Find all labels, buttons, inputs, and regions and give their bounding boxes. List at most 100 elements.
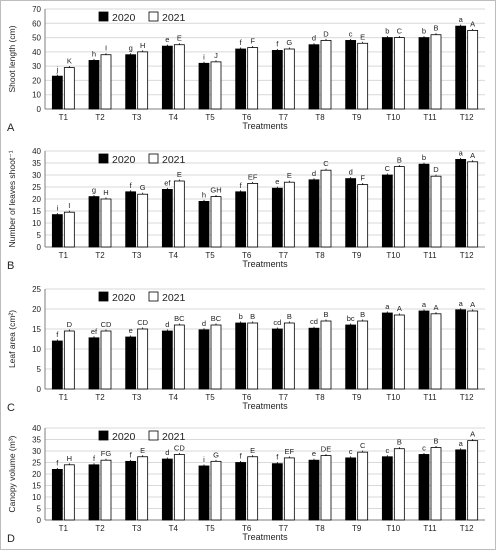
significance-letter: i <box>56 204 58 213</box>
legend-swatch-2020 <box>98 11 109 22</box>
x-tick-label: T7 <box>279 251 289 260</box>
significance-letter: J <box>214 51 218 60</box>
bar-2021-T5 <box>210 61 222 110</box>
significance-letter: EF <box>248 172 258 181</box>
significance-letter: B <box>397 438 402 447</box>
significance-letter: c <box>422 443 426 452</box>
significance-letter: D <box>433 165 439 174</box>
bar-2021-T12 <box>467 310 479 390</box>
significance-letter: e <box>312 449 316 458</box>
bar-2020-T3 <box>125 191 137 248</box>
significance-letter: d <box>165 448 169 457</box>
x-tick-label: T11 <box>423 113 437 122</box>
bar-2020-T8 <box>308 459 320 521</box>
significance-letter: E <box>360 32 365 41</box>
bar-2020-T9 <box>345 40 357 110</box>
bar-2020-T10 <box>381 456 393 521</box>
legend-swatch-2021 <box>148 430 159 441</box>
y-tick-label: 0 <box>37 105 42 114</box>
bar-2020-T10 <box>381 312 393 390</box>
bar-2021-T12 <box>467 30 479 110</box>
significance-letter: G <box>286 38 292 47</box>
bar-2020-T4 <box>161 458 173 521</box>
x-tick-label: T5 <box>205 113 215 122</box>
significance-letter: cd <box>310 317 318 326</box>
x-tick-label: T9 <box>352 524 362 533</box>
significance-letter: B <box>323 310 328 319</box>
significance-letter: b <box>422 153 426 162</box>
significance-letter: i <box>203 52 205 61</box>
y-tick-label: 10 <box>32 493 41 502</box>
bar-2020-T11 <box>418 37 430 110</box>
bar-2020-T5 <box>198 62 210 110</box>
legend-swatch-2020 <box>98 430 109 441</box>
y-tick-label: 20 <box>32 76 41 85</box>
bar-2021-T8 <box>320 455 332 521</box>
x-tick-label: T4 <box>169 251 179 260</box>
legend-swatch-2020 <box>98 153 109 164</box>
x-axis-title: Treatments <box>242 401 288 411</box>
legend-label-2020: 2020 <box>112 292 136 304</box>
x-tick-label: T9 <box>352 393 362 402</box>
x-tick-label: T1 <box>59 251 69 260</box>
significance-letter: bc <box>347 314 355 323</box>
bar-2021-T7 <box>283 457 295 521</box>
y-tick-label: 40 <box>32 48 41 57</box>
bar-2021-T8 <box>320 40 332 110</box>
significance-letter: b <box>385 27 389 36</box>
bar-2021-T3 <box>137 328 149 390</box>
x-tick-label: T7 <box>279 113 289 122</box>
significance-letter: f <box>56 330 59 339</box>
significance-letter: a <box>459 148 464 157</box>
panel-letter: B <box>7 260 14 272</box>
x-tick-label: T10 <box>386 251 400 260</box>
bar-2021-T2 <box>100 330 112 390</box>
x-tick-label: T1 <box>59 524 69 533</box>
bar-2020-T5 <box>198 200 210 248</box>
significance-letter: f <box>276 39 279 48</box>
significance-letter: A <box>470 300 475 309</box>
significance-letter: f <box>130 450 133 459</box>
significance-letter: ef <box>91 327 98 336</box>
x-tick-label: T11 <box>423 524 437 533</box>
x-tick-label: T12 <box>460 113 474 122</box>
significance-letter: EF <box>285 447 295 456</box>
bar-2021-T12 <box>467 161 479 248</box>
significance-letter: i <box>203 455 205 464</box>
x-tick-label: T2 <box>95 113 105 122</box>
bar-2020-T12 <box>455 25 467 110</box>
bar-2021-T6 <box>247 47 259 110</box>
bar-2021-T1 <box>63 464 75 521</box>
significance-letter: C <box>385 164 391 173</box>
legend-label-2020: 2020 <box>112 431 136 443</box>
bar-2021-T4 <box>173 324 185 390</box>
significance-letter: c <box>349 29 353 38</box>
significance-letter: F <box>360 174 365 183</box>
significance-letter: B <box>433 24 438 33</box>
significance-letter: H <box>140 41 145 50</box>
x-axis-title: Treatments <box>242 121 288 131</box>
bar-2020-T11 <box>418 454 430 521</box>
legend-swatch-2020 <box>98 291 109 302</box>
x-tick-label: T6 <box>242 393 252 402</box>
bar-2020-T11 <box>418 163 430 248</box>
bar-2021-T2 <box>100 198 112 248</box>
x-axis-title: Treatments <box>242 259 288 269</box>
x-tick-label: T3 <box>132 524 142 533</box>
bar-2021-T2 <box>100 54 112 110</box>
y-tick-label: 40 <box>32 147 41 156</box>
significance-letter: ef <box>164 178 171 187</box>
significance-letter: A <box>433 303 438 312</box>
significance-letter: G <box>140 183 146 192</box>
bar-2021-T11 <box>430 34 442 110</box>
bar-2021-T11 <box>430 447 442 521</box>
significance-letter: CD <box>101 320 112 329</box>
bar-2020-T7 <box>271 187 283 248</box>
significance-letter: B <box>287 312 292 321</box>
x-tick-label: T10 <box>386 113 400 122</box>
significance-letter: E <box>250 446 255 455</box>
bar-2020-T12 <box>455 309 467 390</box>
y-tick-label: 70 <box>32 5 41 14</box>
y-tick-label: 0 <box>37 385 42 394</box>
